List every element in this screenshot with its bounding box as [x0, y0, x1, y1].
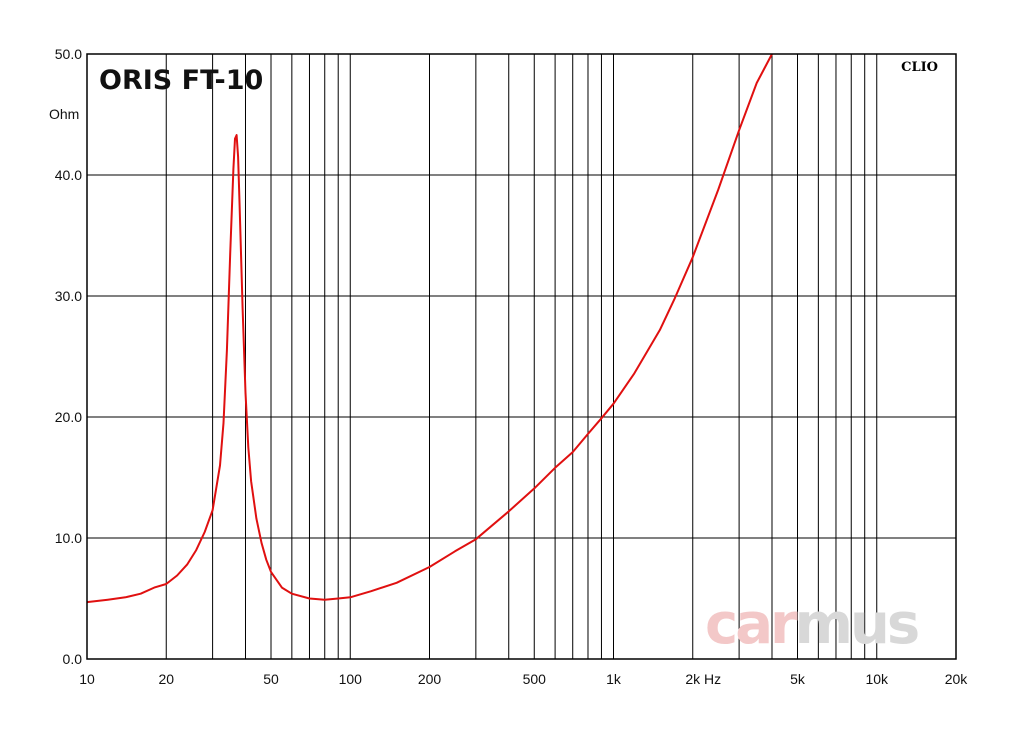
- x-axis-unit-label: Hz: [704, 671, 721, 687]
- y-tick-labels: 0.0 10.0 20.0 30.0 40.0 50.0: [55, 46, 82, 667]
- x-tick-label: 1k: [606, 671, 622, 687]
- x-tick-label: 50: [263, 671, 279, 687]
- y-tick-label: 0.0: [63, 651, 83, 667]
- watermark-part-mus: mus: [795, 592, 918, 657]
- x-tick-label: 500: [523, 671, 547, 687]
- x-tick-label: 10: [79, 671, 95, 687]
- y-tick-label: 10.0: [55, 530, 82, 546]
- plot-frame: [86, 53, 957, 660]
- x-tick-label: 100: [339, 671, 363, 687]
- x-tick-label: 10k: [865, 671, 889, 687]
- grid: [87, 54, 956, 659]
- y-tick-label: 20.0: [55, 409, 82, 425]
- x-tick-label: 20: [158, 671, 174, 687]
- x-tick-label: 2k: [685, 671, 701, 687]
- x-tick-label: 20k: [945, 671, 969, 687]
- svg-text:carmus: carmus: [705, 592, 918, 657]
- x-tick-labels: 10 20 50 100 200 500 1k 2k 5k 10k 20k: [79, 671, 968, 687]
- y-tick-label: 40.0: [55, 167, 82, 183]
- x-tick-label: 200: [418, 671, 442, 687]
- watermark-part-car: car: [705, 592, 798, 657]
- y-axis-label: Ohm: [49, 106, 79, 122]
- watermark: carmus: [705, 592, 921, 657]
- y-tick-label: 30.0: [55, 288, 82, 304]
- chart-title: ORIS FT-10: [99, 65, 263, 96]
- impedance-curve: [86, 53, 773, 604]
- y-tick-label: 50.0: [55, 46, 82, 62]
- brand-label: CLIO: [901, 60, 938, 75]
- x-tick-label: 5k: [790, 671, 806, 687]
